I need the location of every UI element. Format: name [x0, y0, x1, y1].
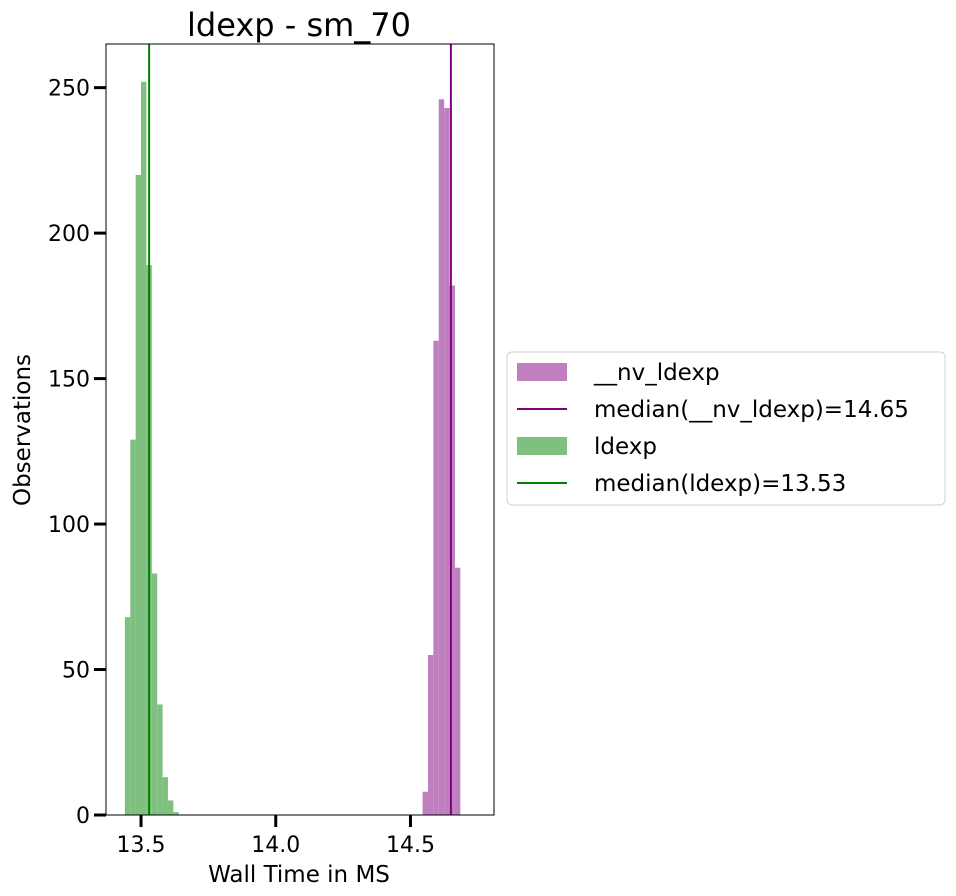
chart-title: ldexp - sm_70 — [187, 6, 411, 44]
legend-label: __nv_ldexp — [593, 360, 720, 386]
y-tick-label: 200 — [48, 222, 90, 247]
histogram-bar — [130, 439, 136, 815]
plot-frame — [105, 43, 495, 816]
histogram-bar — [141, 81, 147, 816]
histogram-bar — [162, 777, 168, 815]
histogram-bar — [438, 99, 445, 816]
x-tick-label: 14.5 — [386, 833, 435, 858]
legend-label: median(ldexp)=13.53 — [594, 471, 846, 497]
histogram-bar — [167, 800, 174, 815]
y-tick-label: 250 — [48, 77, 90, 102]
y-tick-label: 100 — [48, 513, 90, 538]
histogram-bar — [422, 791, 428, 815]
legend-swatch — [517, 363, 567, 381]
x-tick-label: 13.5 — [117, 833, 166, 858]
histogram-bar — [151, 573, 158, 815]
histogram-bar — [449, 285, 455, 815]
x-tick-label: 14.0 — [251, 833, 300, 858]
histogram-bar — [433, 340, 439, 815]
histogram-bar — [173, 812, 179, 815]
histogram-bar — [135, 174, 142, 815]
legend-box — [506, 351, 946, 506]
histogram-bar — [124, 617, 131, 815]
y-tick-label: 150 — [48, 368, 90, 393]
histogram-bar — [157, 704, 163, 815]
legend-label: median(__nv_ldexp)=14.65 — [594, 397, 909, 423]
y-tick-label: 0 — [76, 804, 90, 829]
x-axis-label: Wall Time in MS — [208, 862, 390, 888]
y-axis-label: Observations — [10, 354, 36, 506]
histogram-bar — [454, 567, 461, 815]
plot-area: 0 50 100 150 200 250 13.5 14.0 14.5 — [48, 43, 495, 858]
histogram-bar — [427, 654, 434, 815]
legend-swatch — [517, 437, 567, 455]
legend-label: ldexp — [594, 434, 657, 460]
y-tick-label: 50 — [62, 659, 90, 684]
histogram-bar — [444, 108, 450, 815]
